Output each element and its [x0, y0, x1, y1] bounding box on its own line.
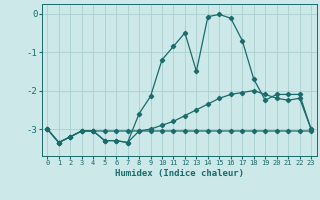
X-axis label: Humidex (Indice chaleur): Humidex (Indice chaleur)	[115, 169, 244, 178]
